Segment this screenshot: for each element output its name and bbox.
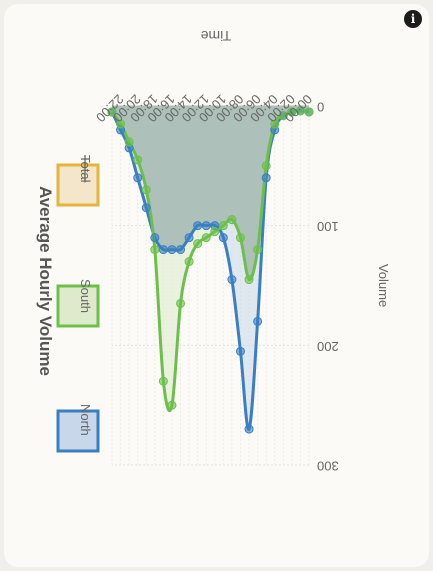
chart-title: Average Hourly Volume (36, 186, 55, 376)
point-south[interactable] (235, 233, 245, 243)
point-south[interactable] (253, 245, 263, 255)
point-north[interactable] (167, 245, 177, 255)
point-south[interactable] (201, 233, 211, 243)
point-south[interactable] (193, 239, 203, 249)
point-south[interactable] (227, 215, 237, 225)
y-tick-label: 200 (317, 339, 339, 354)
point-south[interactable] (124, 137, 134, 147)
legend-label-north[interactable]: North (78, 404, 93, 436)
area-overlap (112, 106, 309, 280)
point-north[interactable] (184, 233, 194, 243)
info-icon[interactable]: i (404, 10, 422, 28)
legend-swatch-total[interactable] (56, 163, 100, 207)
series-points (107, 106, 314, 434)
legend-swatch-north[interactable] (56, 409, 100, 453)
point-south[interactable] (184, 257, 194, 267)
point-south[interactable] (150, 245, 160, 255)
point-north[interactable] (261, 173, 271, 183)
legend-label-south[interactable]: South (78, 279, 93, 313)
point-north[interactable] (244, 424, 254, 434)
point-north[interactable] (141, 203, 151, 213)
point-south[interactable] (167, 400, 177, 410)
point-north[interactable] (227, 275, 237, 285)
point-south[interactable] (116, 119, 126, 129)
y-tick-label: 100 (317, 219, 339, 234)
point-north[interactable] (235, 346, 245, 356)
point-north[interactable] (176, 245, 186, 255)
x-axis-title: Time (200, 28, 231, 44)
point-south[interactable] (218, 221, 228, 231)
point-north[interactable] (150, 233, 160, 243)
point-south[interactable] (158, 376, 168, 386)
point-south[interactable] (210, 227, 220, 237)
point-south[interactable] (295, 106, 305, 116)
point-south[interactable] (278, 111, 288, 121)
point-north[interactable] (193, 221, 203, 231)
point-north[interactable] (133, 173, 143, 183)
point-north[interactable] (158, 245, 168, 255)
legend-label-total[interactable]: Total (78, 155, 93, 183)
point-south[interactable] (287, 107, 297, 117)
point-south[interactable] (107, 107, 117, 117)
point-south[interactable] (261, 161, 271, 171)
y-axis-title: Volume (376, 264, 391, 307)
point-south[interactable] (244, 275, 254, 285)
point-south[interactable] (141, 185, 151, 195)
legend-swatch-south[interactable] (56, 284, 100, 328)
point-south[interactable] (270, 119, 280, 129)
point-north[interactable] (201, 221, 211, 231)
point-north[interactable] (253, 316, 263, 326)
point-north[interactable] (218, 233, 228, 243)
series-areas (112, 106, 309, 430)
point-south[interactable] (176, 298, 186, 308)
point-south[interactable] (304, 107, 314, 117)
y-tick-label: 0 (317, 100, 324, 115)
point-south[interactable] (133, 155, 143, 165)
y-tick-label: 300 (317, 459, 339, 474)
